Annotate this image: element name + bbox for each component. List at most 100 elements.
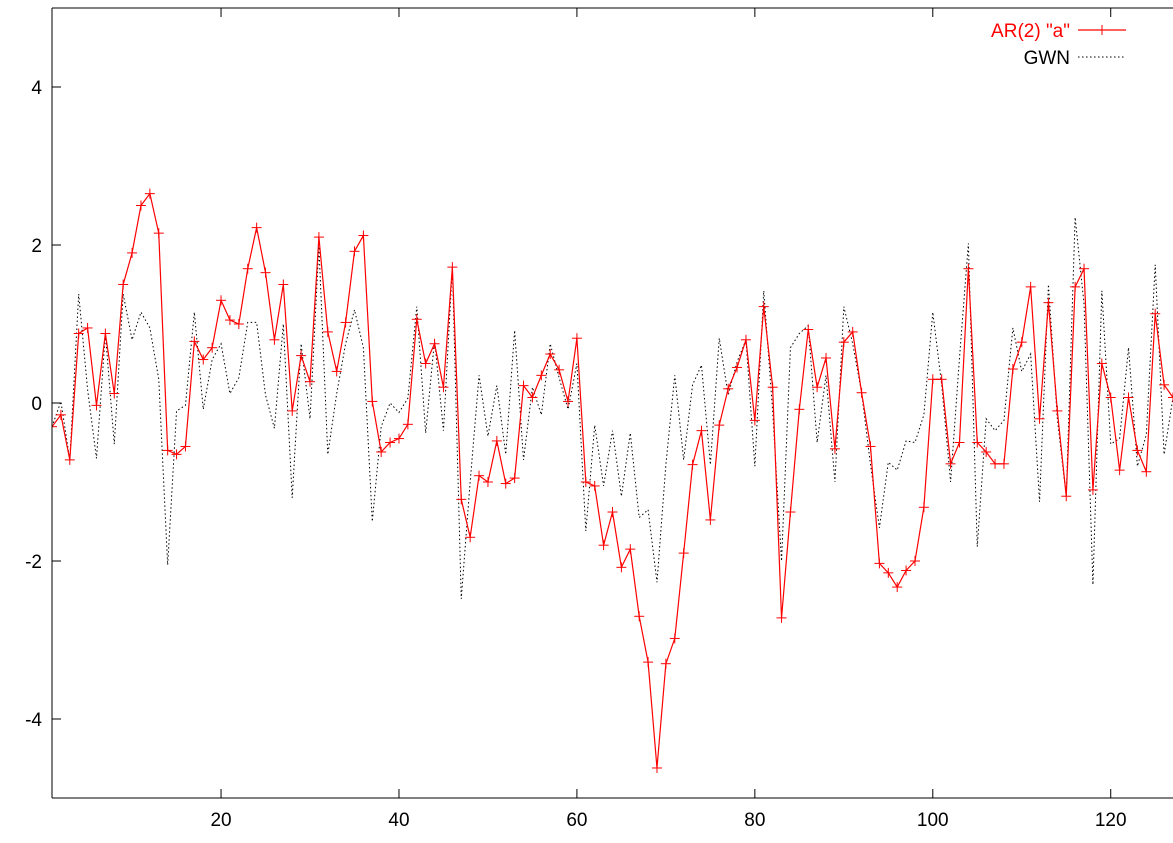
ar2-point-marker	[1114, 465, 1125, 476]
ar2-point-marker	[64, 454, 75, 465]
ar2-point-marker	[118, 279, 129, 290]
ar2-point-marker	[1159, 379, 1170, 390]
ar2-point-marker	[491, 435, 502, 446]
ar2-point-marker	[429, 338, 440, 349]
ar2-point-marker	[340, 317, 351, 328]
ar2-point-marker	[1105, 392, 1116, 403]
ar2-point-marker	[1043, 297, 1054, 308]
ar2-point-marker	[847, 326, 858, 337]
ar2-point-marker	[509, 473, 520, 484]
ar2-point-marker	[82, 322, 93, 333]
ar2-point-marker	[1079, 263, 1090, 274]
ar2-point-marker	[1025, 281, 1036, 292]
ar2-point-marker	[331, 366, 342, 377]
ar2-point-marker	[990, 458, 1001, 469]
x-tick-label: 40	[388, 810, 409, 831]
ar2-point-marker	[1141, 466, 1152, 477]
ar2-point-marker	[803, 324, 814, 335]
x-tick-label: 100	[917, 810, 949, 831]
ar2-point-marker	[109, 388, 120, 399]
ar2-point-marker	[1052, 405, 1063, 416]
y-tick-label: 0	[31, 394, 42, 415]
x-tick-label: 20	[210, 810, 231, 831]
ar2-point-marker	[135, 200, 146, 211]
ar2-point-marker	[589, 480, 600, 491]
x-tick-label: 60	[566, 810, 587, 831]
ar2-point-marker	[767, 382, 778, 393]
ar2-point-marker	[438, 382, 449, 393]
ar2-point-marker	[660, 658, 671, 669]
ar2-point-marker	[776, 612, 787, 623]
ar2-point-marker	[687, 459, 698, 470]
ar2-point-marker	[55, 409, 66, 420]
ar2-point-marker	[1070, 281, 1081, 292]
ar2-point-marker	[616, 562, 627, 573]
ar2-point-marker	[571, 333, 582, 344]
ar2-point-marker	[865, 441, 876, 452]
ar2-point-marker	[100, 328, 111, 339]
ar2-point-marker	[634, 611, 645, 622]
ar2-point-marker	[785, 507, 796, 518]
ar2-point-marker	[402, 419, 413, 430]
ar2-point-marker	[153, 228, 164, 239]
ar2-point-marker	[874, 558, 885, 569]
ar2-point-marker	[696, 425, 707, 436]
ar2-point-marker	[500, 478, 511, 489]
ar2-point-marker	[144, 188, 155, 199]
ar2-point-marker	[393, 433, 404, 444]
ar2-point-marker	[812, 382, 823, 393]
ar2-point-marker	[945, 458, 956, 469]
ar2-point-marker	[981, 446, 992, 457]
ar2-point-marker	[1096, 358, 1107, 369]
ar2-point-marker	[313, 232, 324, 243]
ar2-point-marker	[723, 383, 734, 394]
ar2-point-marker	[162, 445, 173, 456]
ar2-point-marker	[892, 582, 903, 593]
ar2-point-marker	[1123, 392, 1134, 403]
x-tick-label: 120	[1095, 810, 1127, 831]
ar2-point-marker	[456, 494, 467, 505]
ar2-point-marker	[91, 400, 102, 411]
ar2-point-marker	[474, 470, 485, 481]
ar2-point-marker	[714, 420, 725, 431]
ar2-point-marker	[901, 565, 912, 576]
ar2-point-marker	[669, 633, 680, 644]
ar2-point-marker	[224, 315, 235, 326]
ar2-point-marker	[376, 446, 387, 457]
ar2-point-marker	[927, 374, 938, 385]
ar2-point-marker	[482, 477, 493, 487]
ar2-point-marker	[758, 301, 769, 312]
ar2-point-marker	[954, 437, 965, 448]
ar2-point-marker	[52, 421, 57, 432]
ar2-point-marker	[918, 502, 929, 513]
ar2-point-marker	[127, 247, 138, 258]
ar2-point-marker	[358, 230, 369, 241]
ar2-point-marker	[296, 350, 307, 361]
ar2-point-marker	[180, 441, 191, 452]
ar2-point-marker	[1034, 413, 1045, 424]
ar2-point-marker	[1132, 445, 1143, 456]
ar2-point-marker	[73, 328, 84, 339]
ar2-point-marker	[287, 405, 298, 416]
ar2-point-marker	[651, 762, 662, 773]
series-line-gwn	[52, 217, 1173, 599]
y-tick-label: 2	[31, 236, 42, 257]
ar2-point-marker	[732, 362, 743, 373]
ar2-point-marker	[554, 364, 565, 375]
ar2-point-marker	[171, 449, 182, 460]
ar2-point-marker	[749, 415, 760, 426]
ar2-point-marker	[972, 437, 983, 448]
ar2-point-marker	[420, 358, 431, 369]
ar2-point-marker	[740, 334, 751, 345]
y-tick-label: -4	[25, 710, 42, 731]
ar2-point-marker	[1150, 308, 1161, 319]
legend-label-gwn: GWN	[1024, 48, 1070, 69]
ar2-point-marker	[385, 437, 396, 448]
ar2-point-marker	[251, 222, 262, 233]
ar2-point-marker	[625, 544, 636, 555]
ar2-point-marker	[216, 295, 227, 306]
series-layer	[52, 188, 1173, 773]
y-tick-label: 4	[31, 78, 42, 99]
